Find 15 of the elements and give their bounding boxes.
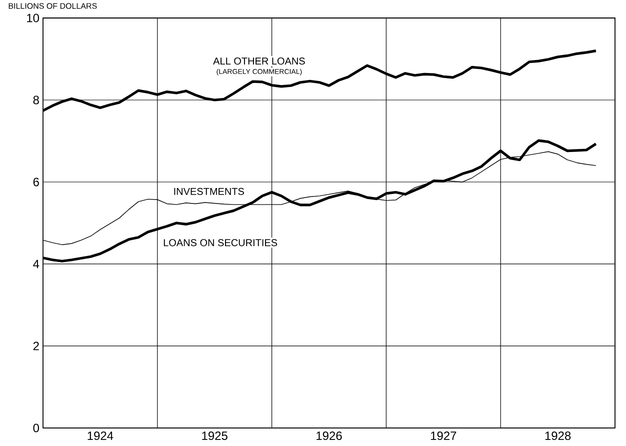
y-tick-label: 2 <box>33 342 39 350</box>
y-tick-label: 6 <box>33 178 39 186</box>
y-tick-label: 8 <box>33 96 39 104</box>
y-tick-label: 4 <box>33 260 40 268</box>
series-label: INVESTMENTS <box>174 188 244 195</box>
x-tick-label: 1925 <box>202 432 228 440</box>
x-tick-label: 1927 <box>430 432 456 440</box>
x-tick-label: 1926 <box>316 432 342 440</box>
series-label: ALL OTHER LOANS <box>213 58 305 65</box>
y-axis-title: BILLIONS OF DOLLARS <box>8 3 97 9</box>
y-tick-label: 0 <box>33 424 40 432</box>
x-tick-label: 1928 <box>545 432 571 440</box>
series-label: LOANS ON SECURITIES <box>164 239 278 246</box>
x-tick-label: 1924 <box>88 432 114 440</box>
y-tick-label: 10 <box>27 14 40 22</box>
